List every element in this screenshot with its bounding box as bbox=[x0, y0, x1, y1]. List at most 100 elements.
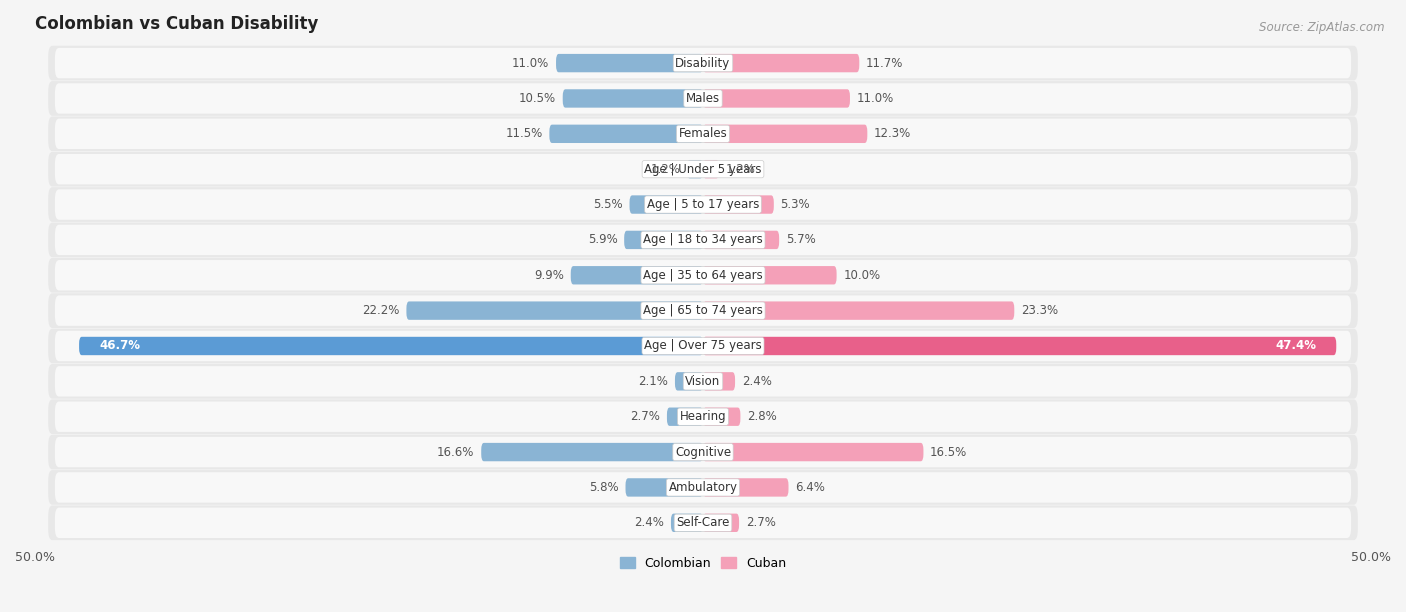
FancyBboxPatch shape bbox=[703, 231, 779, 249]
FancyBboxPatch shape bbox=[571, 266, 703, 285]
Text: 11.0%: 11.0% bbox=[512, 56, 550, 70]
Text: Females: Females bbox=[679, 127, 727, 140]
Text: 5.8%: 5.8% bbox=[589, 481, 619, 494]
Text: 10.5%: 10.5% bbox=[519, 92, 555, 105]
FancyBboxPatch shape bbox=[55, 189, 1351, 220]
Text: Age | Over 75 years: Age | Over 75 years bbox=[644, 340, 762, 353]
FancyBboxPatch shape bbox=[666, 408, 703, 426]
Text: Disability: Disability bbox=[675, 56, 731, 70]
Text: 2.7%: 2.7% bbox=[745, 517, 776, 529]
FancyBboxPatch shape bbox=[555, 54, 703, 72]
Legend: Colombian, Cuban: Colombian, Cuban bbox=[614, 552, 792, 575]
Text: 46.7%: 46.7% bbox=[100, 340, 141, 353]
FancyBboxPatch shape bbox=[48, 506, 1358, 540]
Text: 47.4%: 47.4% bbox=[1275, 340, 1316, 353]
FancyBboxPatch shape bbox=[481, 443, 703, 461]
FancyBboxPatch shape bbox=[406, 302, 703, 320]
Text: 5.3%: 5.3% bbox=[780, 198, 810, 211]
Text: 9.9%: 9.9% bbox=[534, 269, 564, 282]
Text: Age | 18 to 34 years: Age | 18 to 34 years bbox=[643, 233, 763, 247]
FancyBboxPatch shape bbox=[55, 225, 1351, 255]
Text: Males: Males bbox=[686, 92, 720, 105]
FancyBboxPatch shape bbox=[48, 258, 1358, 293]
Text: 5.9%: 5.9% bbox=[588, 233, 617, 247]
FancyBboxPatch shape bbox=[48, 46, 1358, 80]
Text: 12.3%: 12.3% bbox=[875, 127, 911, 140]
FancyBboxPatch shape bbox=[675, 372, 703, 390]
Text: 2.1%: 2.1% bbox=[638, 375, 668, 388]
FancyBboxPatch shape bbox=[48, 116, 1358, 151]
FancyBboxPatch shape bbox=[703, 160, 718, 178]
FancyBboxPatch shape bbox=[55, 260, 1351, 291]
FancyBboxPatch shape bbox=[55, 437, 1351, 468]
FancyBboxPatch shape bbox=[703, 372, 735, 390]
Text: 16.6%: 16.6% bbox=[437, 446, 475, 458]
FancyBboxPatch shape bbox=[55, 296, 1351, 326]
Text: 2.8%: 2.8% bbox=[747, 410, 778, 424]
FancyBboxPatch shape bbox=[55, 366, 1351, 397]
FancyBboxPatch shape bbox=[48, 400, 1358, 434]
FancyBboxPatch shape bbox=[48, 293, 1358, 328]
FancyBboxPatch shape bbox=[55, 472, 1351, 502]
FancyBboxPatch shape bbox=[703, 89, 851, 108]
FancyBboxPatch shape bbox=[48, 187, 1358, 222]
FancyBboxPatch shape bbox=[48, 364, 1358, 398]
Text: Hearing: Hearing bbox=[679, 410, 727, 424]
Text: Age | Under 5 years: Age | Under 5 years bbox=[644, 163, 762, 176]
FancyBboxPatch shape bbox=[703, 513, 740, 532]
FancyBboxPatch shape bbox=[703, 337, 1336, 355]
FancyBboxPatch shape bbox=[55, 154, 1351, 184]
Text: 5.7%: 5.7% bbox=[786, 233, 815, 247]
Text: 6.4%: 6.4% bbox=[796, 481, 825, 494]
FancyBboxPatch shape bbox=[671, 513, 703, 532]
FancyBboxPatch shape bbox=[703, 266, 837, 285]
FancyBboxPatch shape bbox=[48, 223, 1358, 257]
Text: Colombian vs Cuban Disability: Colombian vs Cuban Disability bbox=[35, 15, 318, 33]
FancyBboxPatch shape bbox=[55, 48, 1351, 78]
Text: 11.5%: 11.5% bbox=[505, 127, 543, 140]
FancyBboxPatch shape bbox=[55, 83, 1351, 114]
Text: Age | 5 to 17 years: Age | 5 to 17 years bbox=[647, 198, 759, 211]
FancyBboxPatch shape bbox=[630, 195, 703, 214]
FancyBboxPatch shape bbox=[624, 231, 703, 249]
FancyBboxPatch shape bbox=[55, 330, 1351, 361]
FancyBboxPatch shape bbox=[48, 470, 1358, 505]
FancyBboxPatch shape bbox=[550, 125, 703, 143]
Text: Self-Care: Self-Care bbox=[676, 517, 730, 529]
Text: 11.0%: 11.0% bbox=[856, 92, 894, 105]
Text: 23.3%: 23.3% bbox=[1021, 304, 1059, 317]
FancyBboxPatch shape bbox=[48, 81, 1358, 116]
FancyBboxPatch shape bbox=[48, 329, 1358, 364]
Text: Ambulatory: Ambulatory bbox=[668, 481, 738, 494]
FancyBboxPatch shape bbox=[55, 507, 1351, 538]
FancyBboxPatch shape bbox=[55, 119, 1351, 149]
FancyBboxPatch shape bbox=[79, 337, 703, 355]
Text: 1.2%: 1.2% bbox=[725, 163, 755, 176]
Text: 2.7%: 2.7% bbox=[630, 410, 661, 424]
FancyBboxPatch shape bbox=[703, 408, 741, 426]
Text: Cognitive: Cognitive bbox=[675, 446, 731, 458]
Text: 11.7%: 11.7% bbox=[866, 56, 904, 70]
FancyBboxPatch shape bbox=[48, 152, 1358, 187]
Text: 10.0%: 10.0% bbox=[844, 269, 880, 282]
Text: 5.5%: 5.5% bbox=[593, 198, 623, 211]
FancyBboxPatch shape bbox=[55, 401, 1351, 432]
FancyBboxPatch shape bbox=[703, 125, 868, 143]
Text: Age | 35 to 64 years: Age | 35 to 64 years bbox=[643, 269, 763, 282]
FancyBboxPatch shape bbox=[562, 89, 703, 108]
FancyBboxPatch shape bbox=[703, 478, 789, 496]
FancyBboxPatch shape bbox=[48, 435, 1358, 469]
Text: 16.5%: 16.5% bbox=[931, 446, 967, 458]
Text: 22.2%: 22.2% bbox=[363, 304, 399, 317]
FancyBboxPatch shape bbox=[703, 302, 1014, 320]
Text: 1.2%: 1.2% bbox=[651, 163, 681, 176]
FancyBboxPatch shape bbox=[703, 443, 924, 461]
Text: Source: ZipAtlas.com: Source: ZipAtlas.com bbox=[1260, 21, 1385, 34]
Text: 2.4%: 2.4% bbox=[634, 517, 664, 529]
FancyBboxPatch shape bbox=[626, 478, 703, 496]
Text: Age | 65 to 74 years: Age | 65 to 74 years bbox=[643, 304, 763, 317]
FancyBboxPatch shape bbox=[688, 160, 703, 178]
Text: Vision: Vision bbox=[685, 375, 721, 388]
FancyBboxPatch shape bbox=[703, 195, 773, 214]
Text: 2.4%: 2.4% bbox=[742, 375, 772, 388]
